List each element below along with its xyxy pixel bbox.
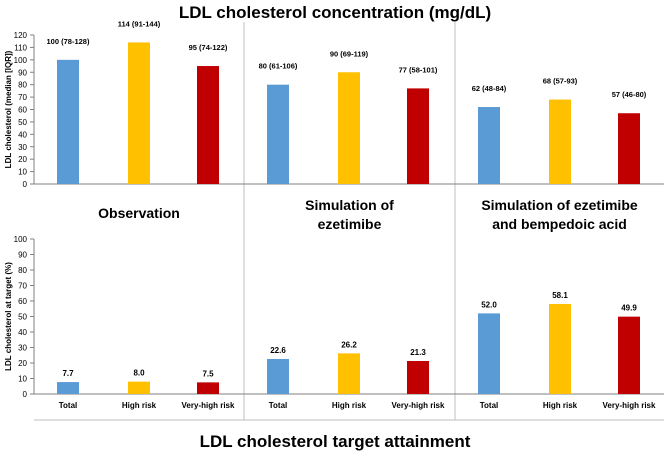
bottom-bar <box>197 382 219 394</box>
panel-title: ezetimibe <box>318 216 382 232</box>
x-category-label: Total <box>269 401 288 410</box>
top-y-tick-label: 20 <box>18 155 27 164</box>
x-category-label: Very-high risk <box>182 401 235 410</box>
top-y-tick-label: 0 <box>23 180 28 189</box>
bottom-bar <box>338 353 360 394</box>
bottom-y-tick-label: 30 <box>18 344 27 353</box>
top-bar <box>618 113 640 184</box>
top-bar-label: 77 (58-101) <box>399 65 438 74</box>
top-bar-label: 68 (57-93) <box>543 77 578 86</box>
top-y-tick-label: 30 <box>18 143 27 152</box>
bottom-bar <box>549 303 571 394</box>
top-bar-label: 95 (74-122) <box>189 43 228 52</box>
x-category-label: High risk <box>543 401 578 410</box>
top-y-tick-label: 60 <box>18 106 27 115</box>
bottom-y-tick-label: 40 <box>18 328 27 337</box>
top-bar-label: 100 (78-128) <box>47 37 90 46</box>
bottom-y-tick-label: 100 <box>14 235 28 244</box>
top-bar-label: 80 (61-106) <box>259 62 298 71</box>
bottom-y-tick-label: 60 <box>18 297 27 306</box>
chart-title-bottom: LDL cholesterol target attainment <box>200 432 471 451</box>
bottom-bar-label: 58.1 <box>552 291 568 300</box>
top-y-tick-label: 70 <box>18 93 27 102</box>
top-bar <box>128 42 150 185</box>
x-category-label: Very-high risk <box>603 401 656 410</box>
panel-title: Simulation of <box>305 197 394 213</box>
bottom-y-tick-label: 80 <box>18 266 27 275</box>
top-bar <box>549 99 571 184</box>
top-bar <box>57 59 79 185</box>
top-bar <box>407 88 429 184</box>
bottom-bar <box>407 360 429 394</box>
bottom-bar-label: 52.0 <box>481 300 497 309</box>
x-category-label: High risk <box>332 401 367 410</box>
top-bar-label: 90 (69-119) <box>330 49 369 58</box>
bottom-y-tick-label: 50 <box>18 313 27 322</box>
top-y-tick-label: 80 <box>18 81 27 90</box>
chart-title-top: LDL cholesterol concentration (mg/dL) <box>179 3 491 22</box>
top-y-tick-label: 90 <box>18 68 27 77</box>
bottom-bar <box>267 358 289 394</box>
top-bar-label: 114 (91-144) <box>118 19 161 28</box>
panel-title: Simulation of ezetimibe <box>481 197 638 213</box>
top-bar <box>338 72 360 184</box>
bottom-bar <box>618 316 640 394</box>
bottom-bar-label: 26.2 <box>341 340 357 349</box>
bottom-bar <box>57 382 79 394</box>
bottom-bar-label: 49.9 <box>621 304 637 313</box>
bottom-bar-label: 7.5 <box>202 369 214 378</box>
top-y-tick-label: 110 <box>14 43 27 52</box>
bottom-y-axis-label: LDL cholesterol at target (%) <box>4 262 13 371</box>
bottom-bar <box>478 313 500 394</box>
bottom-bar-label: 7.7 <box>62 369 74 378</box>
top-y-tick-label: 40 <box>18 130 27 139</box>
bottom-bar-label: 8.0 <box>133 369 145 378</box>
top-y-tick-label: 100 <box>14 56 28 65</box>
panel-title: Observation <box>98 205 180 221</box>
bottom-y-tick-label: 90 <box>18 251 27 260</box>
top-bar-label: 62 (48-84) <box>472 84 507 93</box>
top-y-axis-label: LDL cholesterol (median [IQR]) <box>4 50 13 168</box>
top-y-tick-label: 10 <box>18 168 27 177</box>
x-category-label: Total <box>59 401 78 410</box>
bottom-y-tick-label: 20 <box>18 359 27 368</box>
bottom-y-tick-label: 70 <box>18 282 27 291</box>
top-bar-label: 57 (46-80) <box>612 90 647 99</box>
top-bar <box>197 66 219 184</box>
top-y-tick-label: 120 <box>14 31 28 40</box>
panel-title: and bempedoic acid <box>492 216 627 232</box>
x-category-label: Very-high risk <box>392 401 445 410</box>
top-y-tick-label: 50 <box>18 118 27 127</box>
x-category-label: High risk <box>122 401 157 410</box>
bottom-y-tick-label: 10 <box>18 375 27 384</box>
bottom-bar <box>128 381 150 394</box>
bottom-y-tick-label: 0 <box>23 390 28 399</box>
top-bar <box>267 84 289 184</box>
bottom-bar-label: 21.3 <box>410 348 426 357</box>
bottom-bar-label: 22.6 <box>270 346 286 355</box>
top-bar <box>478 107 500 184</box>
x-category-label: Total <box>480 401 499 410</box>
